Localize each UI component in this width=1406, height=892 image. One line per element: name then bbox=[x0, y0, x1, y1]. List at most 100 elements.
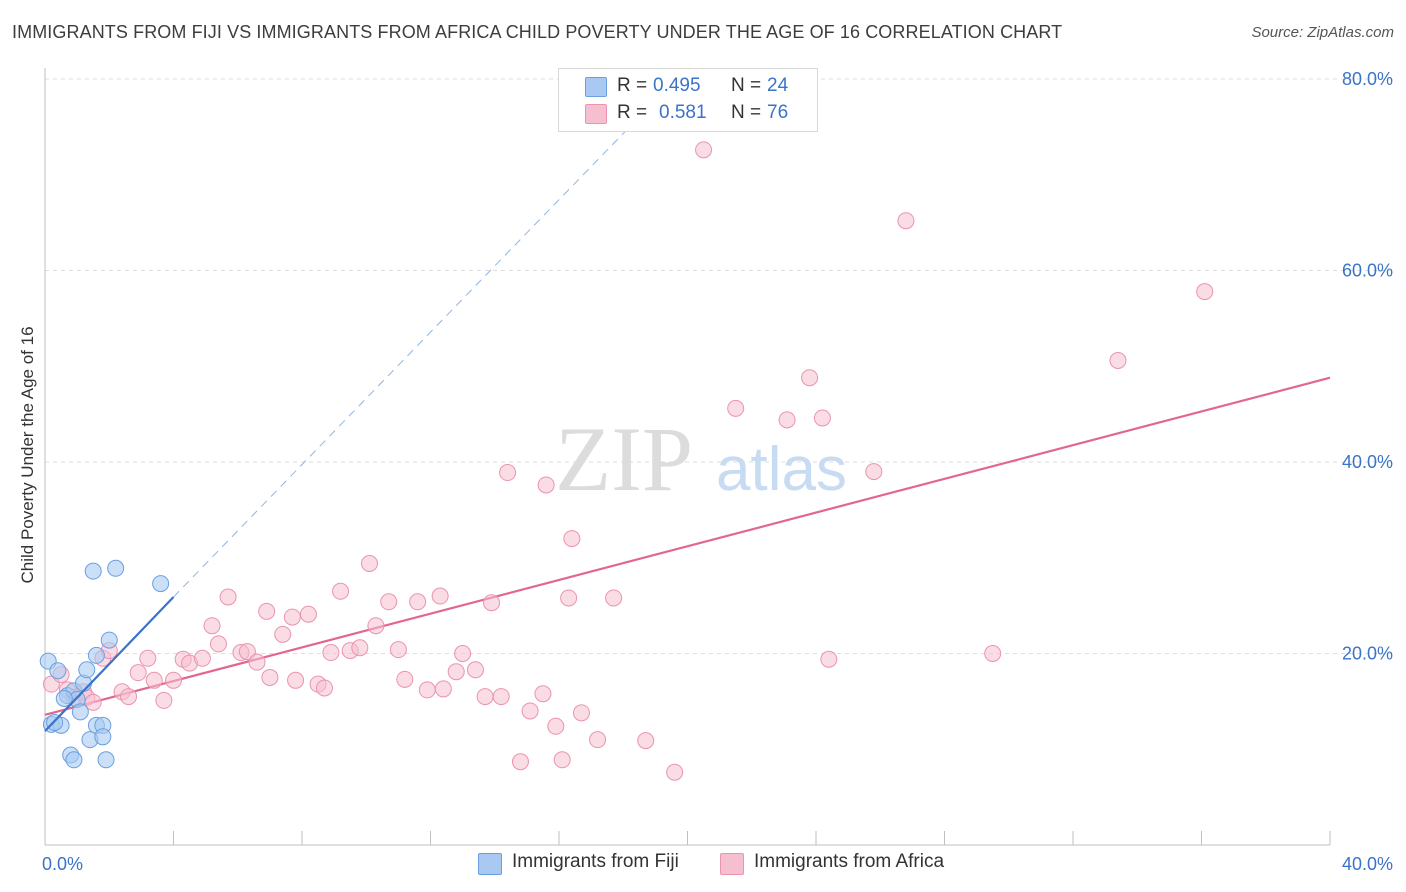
point-africa bbox=[547, 717, 565, 735]
watermark-atlas: atlas bbox=[716, 435, 847, 504]
stats-box: R = 0.495 N = 24 R = 0.581 N = 76 bbox=[558, 68, 818, 132]
point-africa bbox=[389, 641, 407, 659]
point-africa bbox=[553, 751, 571, 769]
tick-labels: 20.0% 40.0% 60.0% 80.0% 0.0% 40.0% bbox=[42, 69, 1393, 874]
legend-fiji-label: Immigrants from Fiji bbox=[512, 851, 679, 872]
point-africa bbox=[248, 653, 266, 671]
legend-africa-label: Immigrants from Africa bbox=[754, 851, 945, 872]
point-africa bbox=[897, 212, 915, 230]
point-africa bbox=[299, 605, 317, 623]
point-africa bbox=[274, 625, 292, 643]
legend-africa-swatch bbox=[720, 853, 744, 875]
point-africa bbox=[499, 464, 517, 482]
point-fiji bbox=[87, 646, 105, 664]
watermark-zip: ZIP bbox=[555, 408, 693, 510]
fiji-n-value: 24 bbox=[767, 75, 789, 96]
trend-line-fiji-extension bbox=[173, 126, 631, 598]
point-africa bbox=[483, 594, 501, 612]
point-africa bbox=[219, 588, 237, 606]
point-fiji bbox=[55, 690, 73, 708]
africa-r-value: 0.581 bbox=[659, 102, 707, 123]
point-fiji bbox=[65, 751, 83, 769]
point-africa bbox=[396, 670, 414, 688]
point-fiji bbox=[107, 559, 125, 577]
data-points bbox=[39, 141, 1214, 781]
point-africa bbox=[521, 702, 539, 720]
y-tick-label: 60.0% bbox=[1342, 261, 1393, 281]
point-fiji bbox=[78, 661, 96, 679]
point-africa bbox=[367, 617, 385, 635]
point-africa bbox=[258, 602, 276, 620]
point-africa bbox=[139, 649, 157, 667]
point-africa bbox=[801, 369, 819, 387]
point-fiji bbox=[84, 562, 102, 580]
point-africa bbox=[209, 635, 227, 653]
africa-n-label: N = bbox=[731, 102, 762, 123]
africa-r-label: R = bbox=[617, 102, 648, 123]
point-africa bbox=[120, 688, 138, 706]
point-africa bbox=[666, 763, 684, 781]
trend-line-fiji bbox=[44, 596, 175, 732]
point-africa bbox=[865, 463, 883, 481]
source-credit: Source: ZipAtlas.com bbox=[1251, 24, 1394, 41]
point-africa bbox=[203, 617, 221, 635]
grid-lines bbox=[45, 78, 1392, 654]
point-africa bbox=[984, 645, 1002, 662]
x-tick-label: 0.0% bbox=[42, 854, 83, 874]
point-africa bbox=[431, 587, 449, 605]
point-africa bbox=[360, 554, 378, 572]
point-africa bbox=[129, 664, 147, 682]
point-africa bbox=[534, 685, 552, 703]
point-africa bbox=[778, 411, 796, 429]
point-africa bbox=[511, 753, 529, 771]
point-africa bbox=[84, 693, 102, 711]
point-africa bbox=[447, 663, 465, 681]
point-africa bbox=[238, 643, 256, 661]
point-fiji bbox=[71, 703, 89, 721]
point-africa bbox=[332, 582, 350, 600]
x-tick-label: 40.0% bbox=[1342, 854, 1393, 874]
fiji-n-label: N = bbox=[731, 75, 762, 96]
stats-row-fiji: R = 0.495 N = 24 bbox=[559, 73, 817, 99]
chart-title: IMMIGRANTS FROM FIJI VS IMMIGRANTS FROM … bbox=[12, 22, 1063, 42]
point-africa bbox=[409, 593, 427, 611]
point-africa bbox=[315, 679, 333, 697]
point-africa bbox=[261, 668, 279, 686]
point-africa bbox=[155, 691, 173, 709]
point-africa bbox=[589, 731, 607, 749]
axes bbox=[44, 68, 1331, 846]
point-africa bbox=[283, 608, 301, 626]
point-fiji bbox=[49, 662, 67, 680]
point-africa bbox=[492, 688, 510, 706]
point-fiji bbox=[100, 631, 118, 649]
y-tick-label: 40.0% bbox=[1342, 452, 1393, 472]
africa-swatch bbox=[585, 104, 607, 124]
point-africa bbox=[476, 688, 494, 706]
point-africa bbox=[466, 661, 484, 679]
point-africa bbox=[727, 399, 745, 417]
fiji-r-value: 0.495 bbox=[653, 75, 701, 96]
fiji-swatch bbox=[585, 77, 607, 97]
watermark: ZIP atlas bbox=[555, 408, 847, 510]
fiji-r-label: R = bbox=[617, 75, 648, 96]
point-africa bbox=[193, 649, 211, 667]
point-africa bbox=[454, 645, 472, 662]
point-africa bbox=[537, 476, 555, 494]
y-tick-label: 80.0% bbox=[1342, 69, 1393, 89]
point-africa bbox=[351, 639, 369, 657]
legend-fiji-swatch bbox=[478, 853, 502, 875]
point-africa bbox=[695, 141, 713, 159]
point-africa bbox=[572, 704, 590, 722]
point-africa bbox=[322, 644, 340, 662]
point-africa bbox=[145, 671, 163, 689]
point-africa bbox=[434, 680, 452, 698]
point-africa bbox=[563, 530, 581, 548]
y-tick-label: 20.0% bbox=[1342, 644, 1393, 664]
point-africa bbox=[287, 671, 305, 689]
point-fiji bbox=[152, 575, 170, 593]
point-africa bbox=[1109, 352, 1127, 370]
point-africa bbox=[380, 593, 398, 611]
point-africa bbox=[560, 589, 578, 607]
point-africa bbox=[165, 671, 182, 689]
